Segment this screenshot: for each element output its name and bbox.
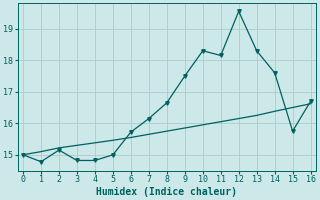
X-axis label: Humidex (Indice chaleur): Humidex (Indice chaleur) <box>96 186 237 197</box>
